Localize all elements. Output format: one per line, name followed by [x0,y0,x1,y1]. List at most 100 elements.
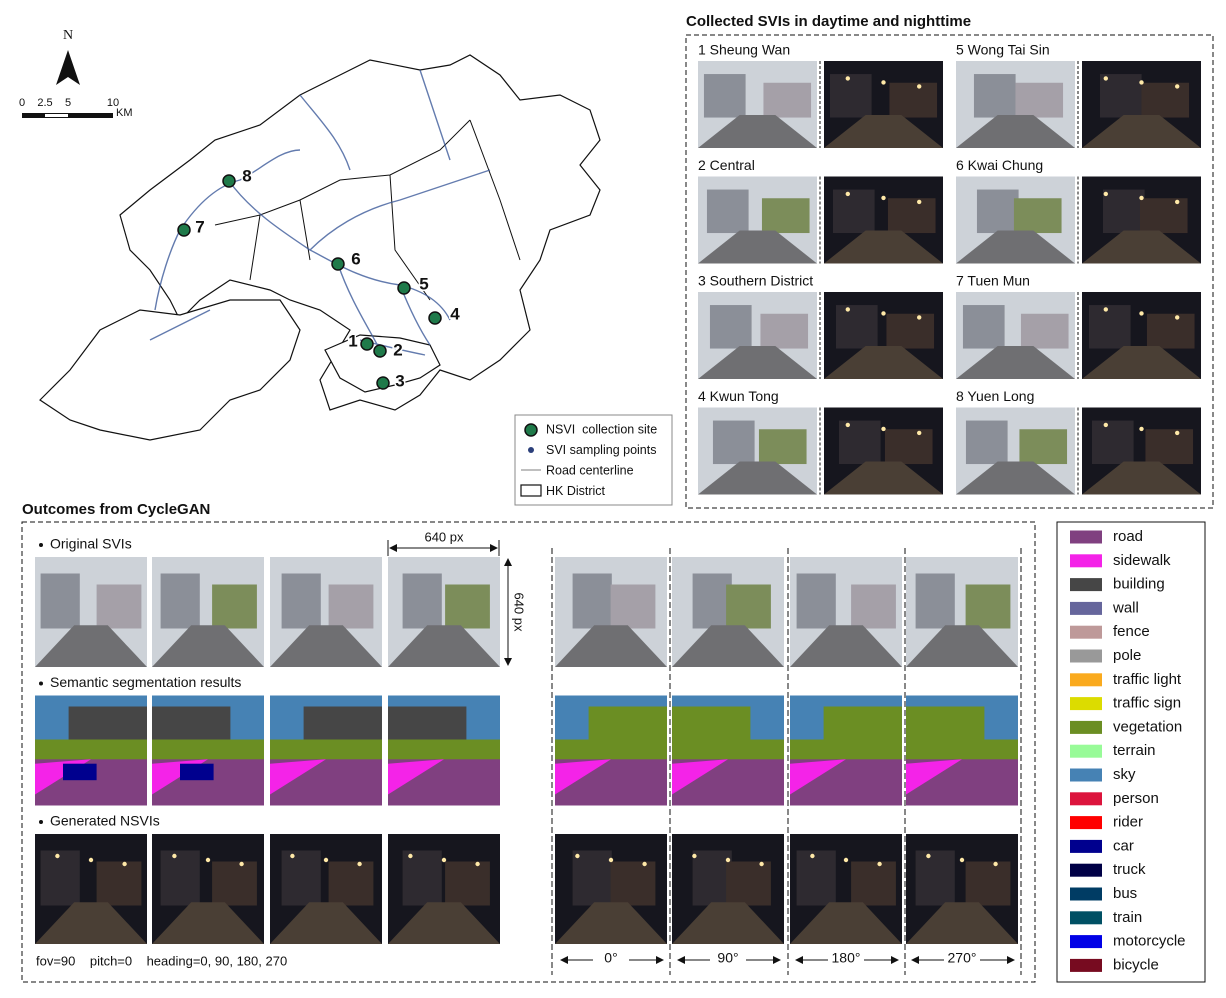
photo-building [973,74,1016,118]
photo-road [906,902,1018,944]
photo-building [1020,313,1069,349]
seg-vegetation [672,739,784,762]
photo-light [917,199,922,205]
photo-road [956,230,1075,264]
photo-light [55,853,60,859]
photo-road [824,230,943,264]
class-label: building [1113,576,1165,593]
seg-vegetation [388,739,500,762]
photo-light [917,430,922,436]
photo-building [281,850,321,906]
photo-building [692,850,732,906]
photo-building [761,198,810,234]
width-label: 640 px [424,529,464,544]
cyclegan-title: Outcomes from CycleGAN [22,501,210,518]
class-label: sky [1113,766,1136,783]
photo-road [956,461,1075,495]
photo-building [692,573,732,629]
map-legend: NSVI collection site SVI sampling points R… [546,422,657,498]
photo-building [1019,429,1068,465]
class-swatch [1070,720,1102,734]
site-label: 2 [393,340,402,359]
photo-road [1082,230,1201,264]
svi-site-label: 5 Wong Tai Sin [956,42,1050,58]
class-legend: road sidewalk building wall fence pole traffic… [1070,528,1186,973]
photo-road [698,345,817,379]
photo-building [1015,82,1064,118]
svi-site-label: 3 Southern District [698,273,813,289]
photo-building [965,420,1008,465]
photo-light [1175,84,1180,89]
photo-road [555,902,667,944]
photo-light [1175,199,1180,205]
photo-light [290,853,295,859]
photo-building [445,861,490,906]
photo-road [906,625,1018,667]
seg-sidewalk [388,759,444,795]
class-swatch [1070,935,1102,949]
photo-light [917,84,922,89]
cyclegan-grid: Original SVIs Semantic segmentation resul… [35,536,1022,975]
photo-light [205,857,211,863]
svi-box [685,34,1214,509]
photo-building [726,861,771,906]
bullet [39,820,43,824]
photo-building [328,584,374,629]
photo-building [1013,198,1062,234]
svi-site-label: 7 Tuen Mun [956,273,1030,289]
site-label: 8 [242,166,251,185]
heading-label: 90° [717,950,738,966]
photo-building [1139,198,1188,234]
photo-light [843,857,849,863]
photo-building [758,429,807,465]
photo-building [838,420,881,465]
svi-site-label: 4 Kwun Tong [698,388,779,404]
photo-building [884,429,933,465]
site-marker [177,223,191,237]
map-legend-label: HK District [546,484,606,498]
class-label: fence [1113,623,1150,640]
district-lines [214,119,521,301]
photo-building [796,850,836,906]
class-swatch [1070,601,1102,615]
site-label: 1 [348,331,357,350]
svi-title: Collected SVIs in daytime and nighttime [686,13,971,30]
class-swatch [1070,578,1102,592]
height-label: 640 px [512,592,527,632]
photo-building [402,850,442,906]
photo-building [796,573,836,629]
photo-building [1091,420,1134,465]
photo-road [270,625,382,667]
photo-road [388,902,500,944]
photo-light [1139,195,1144,201]
svi-grid: 1 Sheung Wan 2 Central 3 Southern District… [698,42,1201,495]
photo-light [959,857,965,863]
photo-building [445,584,490,629]
seg-vegetation [906,739,1018,762]
legend-point-symbol [528,447,534,453]
scale-label: 0 [19,97,25,109]
photo-building [965,861,1011,906]
class-swatch [1070,792,1102,806]
photo-road [956,345,1075,379]
photo-building [328,861,374,906]
map-legend-label: SVI sampling points [546,443,656,457]
photo-building [706,189,749,234]
class-label: car [1113,837,1134,854]
photo-road [790,902,902,944]
site-marker [373,344,387,358]
class-label: terrain [1113,742,1156,759]
class-swatch [1070,697,1102,711]
class-label: rider [1113,814,1143,831]
photo-building [726,584,771,629]
photo-light [122,861,127,867]
svi-site-label: 8 Yuen Long [956,388,1034,404]
photo-building [886,313,935,349]
site-marker [397,281,411,295]
photo-building [915,850,955,906]
site-marker [376,376,390,390]
photo-building [40,850,80,906]
seg-sidewalk [555,759,611,795]
photo-building [703,74,746,118]
photo-building [976,189,1019,234]
